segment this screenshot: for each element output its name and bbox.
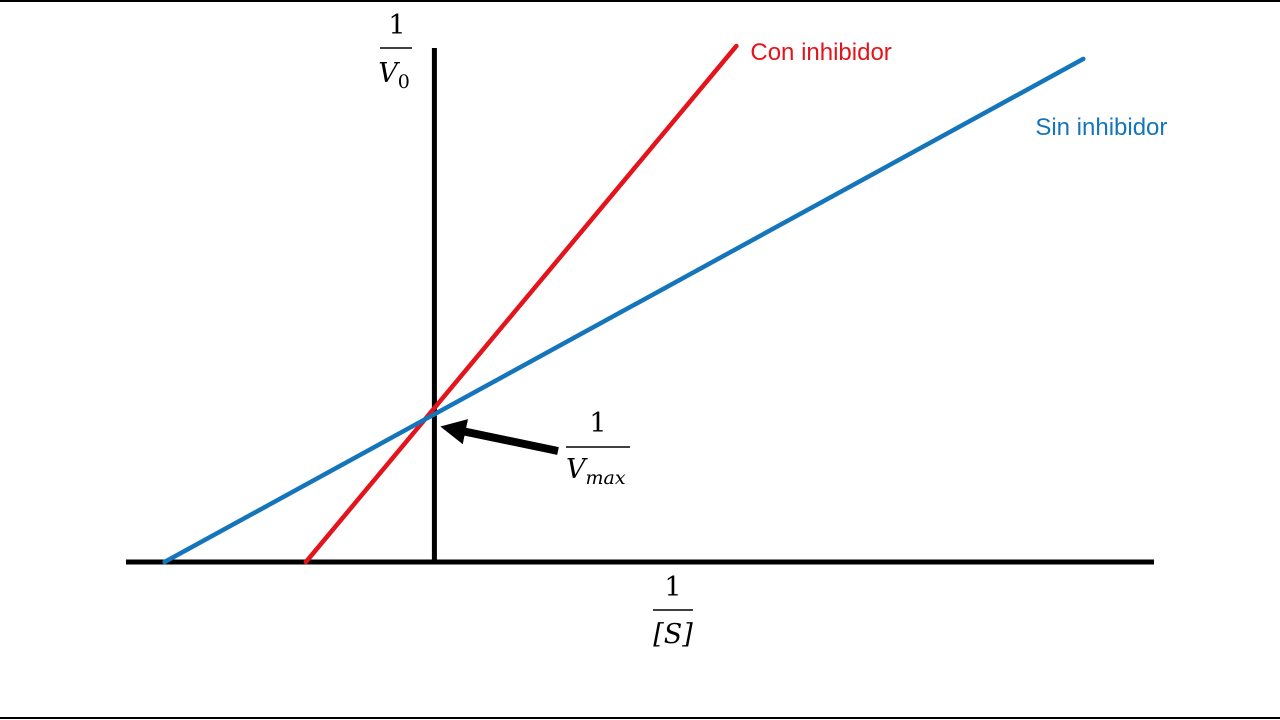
- x-axis-label-numerator: 1: [664, 572, 681, 603]
- y-axis-label-denominator: V0: [378, 58, 410, 93]
- series-label-sin-inhibidor: Sin inhibidor: [1035, 114, 1167, 141]
- series-label-con-inhibidor: Con inhibidor: [750, 39, 891, 66]
- series-layer: Con inhibidor Sin inhibidor: [162, 39, 1167, 565]
- y-axis-label: 1 V0: [378, 10, 412, 93]
- vmax-annotation: 1 Vmax: [440, 408, 630, 489]
- series-line-sin-inhibidor: [162, 56, 1086, 565]
- vmax-label-numerator: 1: [589, 408, 606, 439]
- x-axis-label-denominator: [S]: [653, 619, 693, 650]
- y-axis-label-symbol: V: [378, 58, 400, 89]
- vmax-arrow: [440, 419, 559, 455]
- x-axis-label: 1 [S]: [653, 572, 693, 650]
- vmax-label-symbol: V: [566, 454, 588, 485]
- series-line-con-inhibidor: [303, 43, 739, 565]
- y-axis-label-subscript: 0: [398, 71, 410, 93]
- y-axis-label-numerator: 1: [388, 10, 405, 41]
- vmax-label-subscript: max: [586, 467, 626, 489]
- vmax-label-denominator: Vmax: [566, 454, 626, 489]
